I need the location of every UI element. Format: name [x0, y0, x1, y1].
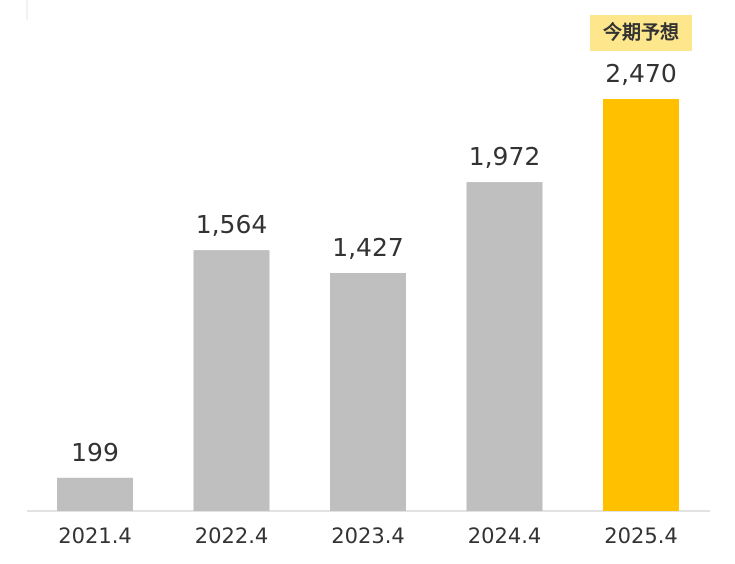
value-label: 199	[71, 438, 119, 467]
value-label: 1,564	[196, 210, 268, 239]
bar	[193, 250, 270, 512]
value-label: 1,972	[469, 142, 541, 171]
annotation: 今期予想	[602, 21, 679, 44]
bar	[57, 477, 133, 511]
x-tick-label: 2023.4	[331, 524, 404, 548]
value-label: 2,470	[605, 59, 677, 88]
x-tick-label: 2024.4	[468, 524, 541, 548]
bar	[330, 272, 406, 511]
annotation-box	[590, 15, 692, 51]
value-label: 1,427	[332, 233, 404, 262]
bar	[466, 182, 543, 511]
bar	[603, 99, 679, 511]
x-tick-label: 2025.4	[604, 524, 677, 548]
x-tick-label: 2022.4	[195, 524, 268, 548]
x-tick-label: 2021.4	[58, 524, 131, 548]
